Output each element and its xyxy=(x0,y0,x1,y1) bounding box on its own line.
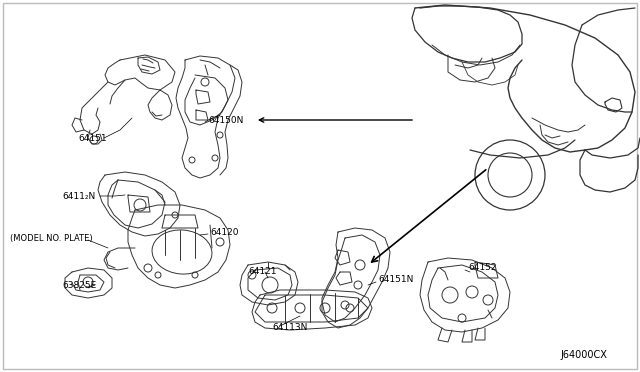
Text: 64151N: 64151N xyxy=(378,276,413,285)
Text: (MODEL NO. PLATE): (MODEL NO. PLATE) xyxy=(10,234,93,243)
Text: 64152: 64152 xyxy=(468,263,497,273)
Text: 6411₂N: 6411₂N xyxy=(62,192,95,201)
Text: 64120: 64120 xyxy=(210,228,239,237)
Text: 64151: 64151 xyxy=(78,134,107,142)
Text: J64000CX: J64000CX xyxy=(560,350,607,360)
Text: 64150N: 64150N xyxy=(208,115,243,125)
Text: 64113N: 64113N xyxy=(272,324,307,333)
Text: 63825E: 63825E xyxy=(62,280,96,289)
Text: 64121: 64121 xyxy=(248,267,276,276)
